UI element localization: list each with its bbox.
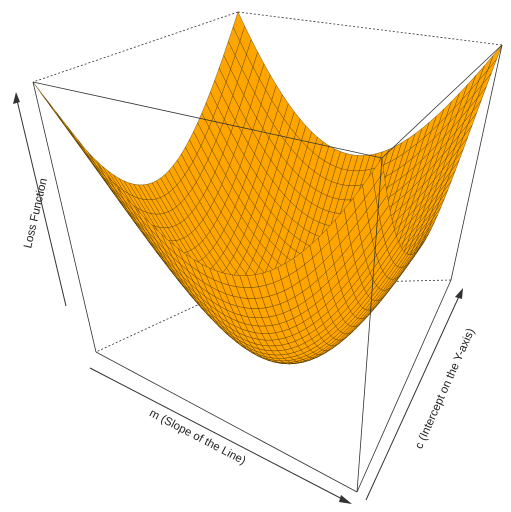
surface-facet [87,152,106,177]
z-axis-label: Loss Function [22,177,50,249]
box-edge [450,44,503,281]
box-edge [381,44,503,159]
loss-surface [32,11,503,365]
box-edge [356,157,383,493]
box-edge [95,284,242,353]
x-axis-label: m (Slope of the Line) [147,407,247,467]
x-axis-arrow [89,367,349,503]
surface-facet [32,81,53,109]
box-edge [32,81,383,159]
surface-facet [487,44,503,71]
box-edge [356,279,452,493]
surface-facet [77,139,96,165]
box-edge [32,81,97,353]
y-axis-arrow [365,291,462,501]
box-edge [95,351,358,493]
plot-box-front-edges [32,44,503,493]
box-edge [32,11,239,83]
z-axis-arrowhead [13,92,20,104]
z-axis-arrow [15,95,67,307]
x-axis-arrowhead [339,495,352,504]
y-axis-label: c (Intercept on the Y-axis) [413,327,477,451]
box-edge [237,11,503,46]
y-axis-arrowhead [455,288,463,299]
